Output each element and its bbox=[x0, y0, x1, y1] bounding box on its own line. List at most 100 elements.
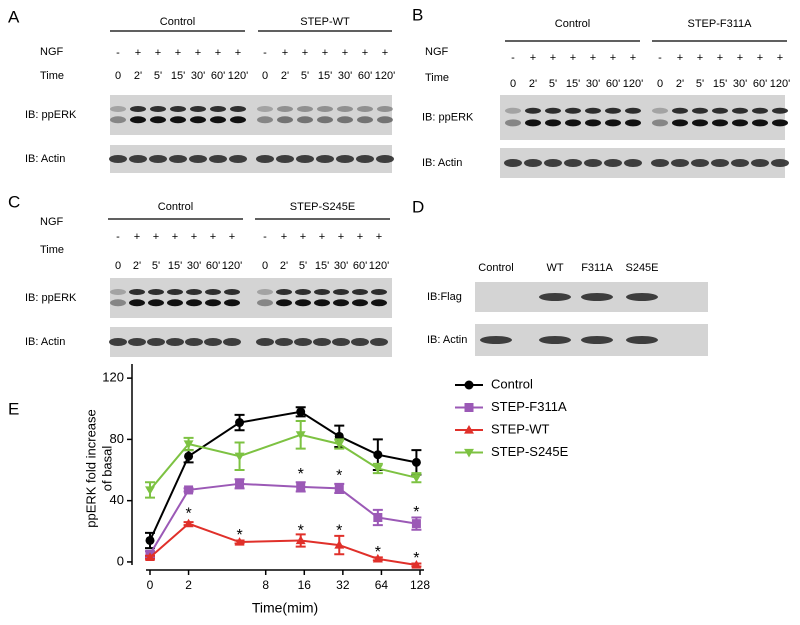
band bbox=[190, 116, 206, 124]
band bbox=[230, 116, 246, 124]
time-label: 30' bbox=[586, 78, 600, 90]
point bbox=[296, 482, 306, 492]
band bbox=[691, 159, 709, 167]
ngf-sign: + bbox=[210, 231, 216, 243]
band bbox=[170, 116, 186, 124]
band bbox=[230, 106, 246, 112]
band bbox=[352, 289, 368, 295]
band bbox=[129, 155, 147, 163]
band bbox=[275, 338, 293, 346]
band bbox=[652, 107, 668, 114]
row-label: Time bbox=[425, 72, 449, 84]
ngf-sign: + bbox=[717, 52, 723, 64]
band bbox=[130, 116, 146, 124]
ngf-sign: + bbox=[322, 47, 328, 59]
band bbox=[357, 116, 373, 124]
ngf-sign: + bbox=[235, 47, 241, 59]
band bbox=[672, 107, 688, 114]
band bbox=[504, 159, 522, 167]
group-label: STEP-S245E bbox=[290, 201, 355, 213]
band bbox=[581, 293, 613, 301]
blot-label: IB: Actin bbox=[25, 336, 65, 348]
band bbox=[166, 338, 184, 346]
band bbox=[377, 106, 393, 112]
time-label: 120' bbox=[222, 260, 242, 272]
row-label: NGF bbox=[40, 46, 64, 58]
band bbox=[751, 159, 769, 167]
ngf-sign: + bbox=[195, 47, 201, 59]
ngf-sign: - bbox=[658, 52, 662, 64]
legend-marker bbox=[464, 448, 474, 458]
band bbox=[256, 155, 274, 163]
time-label: 60' bbox=[358, 70, 372, 82]
band bbox=[277, 116, 293, 124]
ngf-sign: + bbox=[357, 231, 363, 243]
ngf-sign: + bbox=[281, 231, 287, 243]
time-label: 5' bbox=[299, 260, 307, 272]
band bbox=[712, 107, 728, 114]
point bbox=[184, 485, 194, 495]
band bbox=[652, 119, 668, 127]
time-label: 0 bbox=[262, 70, 268, 82]
point bbox=[411, 519, 421, 529]
blot-label: IB: Actin bbox=[25, 153, 65, 165]
panel-letter: B bbox=[412, 5, 423, 24]
band bbox=[564, 159, 582, 167]
ngf-sign: + bbox=[630, 52, 636, 64]
row-label: Time bbox=[40, 70, 64, 82]
band bbox=[147, 338, 165, 346]
band bbox=[505, 107, 521, 114]
band bbox=[525, 119, 541, 127]
band bbox=[752, 107, 768, 114]
band bbox=[129, 299, 145, 307]
band bbox=[585, 107, 601, 114]
time-label: 2' bbox=[134, 70, 142, 82]
band bbox=[205, 289, 221, 295]
ngf-sign: + bbox=[550, 52, 556, 64]
point bbox=[334, 483, 344, 493]
point bbox=[295, 535, 306, 545]
annotation: * bbox=[298, 523, 304, 540]
time-label: 15' bbox=[713, 78, 727, 90]
ngf-sign: - bbox=[263, 231, 267, 243]
time-label: 0 bbox=[115, 260, 121, 272]
ngf-sign: + bbox=[135, 47, 141, 59]
band bbox=[256, 338, 274, 346]
band bbox=[276, 155, 294, 163]
y-axis-label: of basal bbox=[99, 446, 114, 492]
band bbox=[294, 338, 312, 346]
band bbox=[692, 107, 708, 114]
blot-label: IB: ppERK bbox=[25, 109, 77, 121]
ngf-sign: - bbox=[511, 52, 515, 64]
band bbox=[731, 159, 749, 167]
legend-marker bbox=[464, 425, 474, 434]
band bbox=[129, 289, 145, 295]
blot-label: IB: ppERK bbox=[25, 292, 77, 304]
lane-label: S245E bbox=[625, 262, 658, 274]
blot-label: IB:Flag bbox=[427, 291, 462, 303]
panel-letter: E bbox=[8, 399, 19, 418]
band bbox=[167, 299, 183, 307]
ngf-sign: + bbox=[376, 231, 382, 243]
point bbox=[372, 464, 383, 474]
band bbox=[297, 116, 313, 124]
band bbox=[149, 155, 167, 163]
band bbox=[186, 299, 202, 307]
x-tick-label: 0 bbox=[147, 578, 154, 592]
band bbox=[229, 155, 247, 163]
band bbox=[672, 119, 688, 127]
ngf-sign: + bbox=[172, 231, 178, 243]
time-label: 60' bbox=[211, 70, 225, 82]
band bbox=[314, 299, 330, 307]
band bbox=[336, 155, 354, 163]
time-label: 0 bbox=[657, 78, 663, 90]
panel-letter: D bbox=[412, 197, 424, 216]
band bbox=[130, 106, 146, 112]
band bbox=[150, 106, 166, 112]
band bbox=[296, 155, 314, 163]
band bbox=[370, 338, 388, 346]
band bbox=[295, 299, 311, 307]
band bbox=[316, 155, 334, 163]
band bbox=[297, 106, 313, 112]
